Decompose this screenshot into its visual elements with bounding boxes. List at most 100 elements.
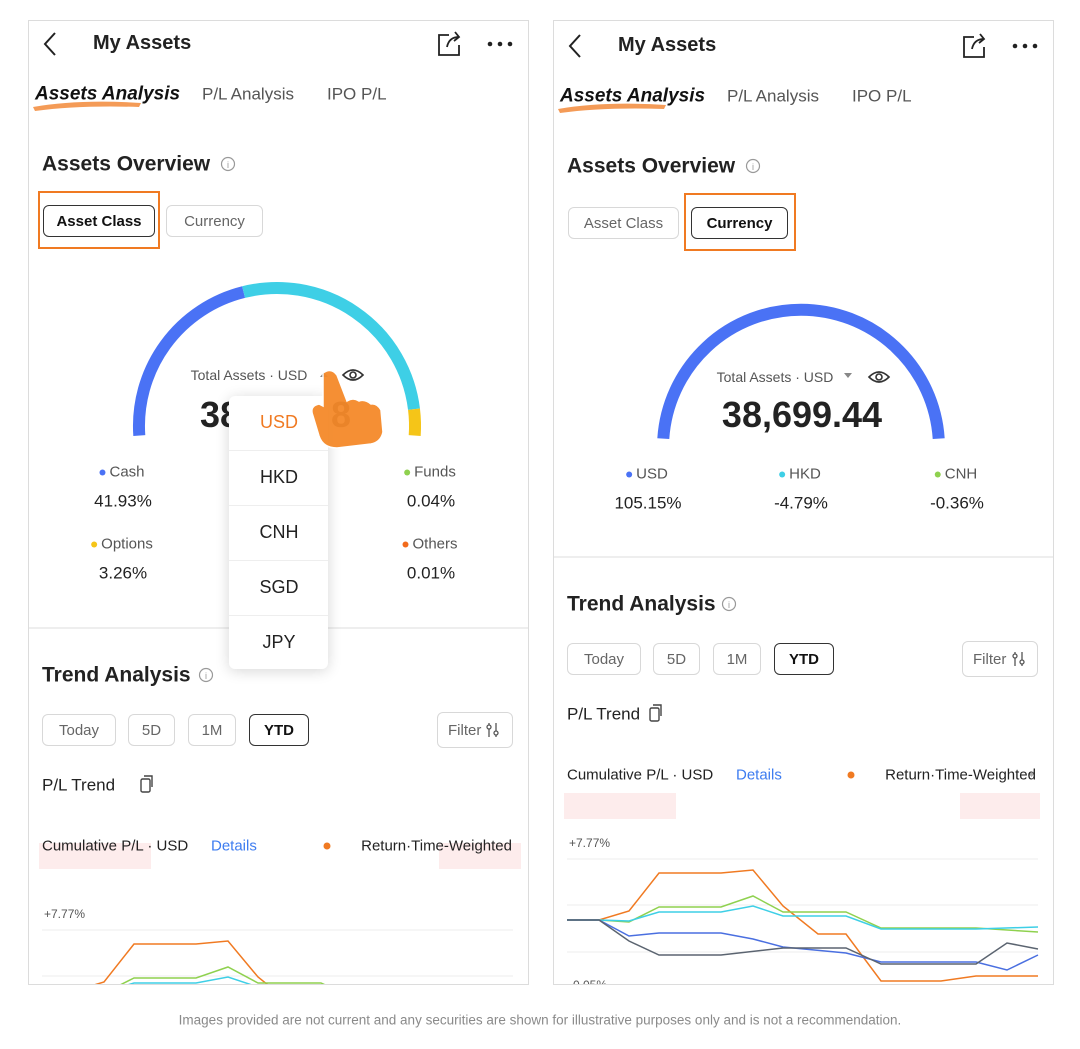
dropdown-option[interactable]: CNH: [259, 522, 299, 542]
axis-label: +7.77%: [44, 907, 86, 921]
legend-dot: [99, 469, 106, 475]
period-button[interactable]: 1M: [188, 714, 236, 746]
shapes: ii: [554, 33, 1053, 982]
legend-label: HKD: [779, 467, 821, 482]
period-button[interactable]: YTD: [774, 643, 834, 675]
section-title: Assets Overview: [567, 154, 736, 178]
trend-line: [567, 905, 1039, 930]
dropdown-caret[interactable]: [1028, 773, 1035, 777]
tab[interactable]: P/L Analysis: [202, 84, 294, 104]
legend-dot: [404, 469, 411, 475]
dropdown-caret[interactable]: [320, 372, 328, 377]
dropdown-option[interactable]: HKD: [259, 467, 299, 487]
legend-label: CNH: [934, 467, 977, 482]
toggle-button[interactable]: Asset Class: [43, 205, 155, 237]
blurred-value: [39, 843, 151, 869]
eye-icon[interactable]: [867, 371, 891, 383]
details-link[interactable]: Details: [736, 766, 782, 784]
toggle-button[interactable]: Asset Class: [568, 207, 679, 239]
period-button[interactable]: YTD: [249, 714, 309, 746]
total-label: Total Assets · USD: [716, 369, 834, 385]
dropdown-option[interactable]: USD: [259, 412, 299, 432]
copy-icon[interactable]: [140, 775, 153, 793]
share-icon[interactable]: [438, 31, 461, 56]
axis-label: -0.05%: [569, 978, 608, 985]
filter-button[interactable]: Filter: [437, 712, 513, 748]
trend-line: [128, 976, 252, 984]
share-icon[interactable]: [963, 33, 986, 58]
tab[interactable]: Assets Analysis: [35, 83, 181, 105]
blurred-value: [960, 793, 1040, 819]
svg-text:i: i: [728, 600, 730, 610]
svg-text:i: i: [205, 671, 207, 681]
trend-line: [567, 919, 1039, 965]
info-icon[interactable]: i: [721, 596, 737, 612]
total-label: Total Assets · USD: [190, 367, 308, 383]
phone-screen: i i My Assets Assets Analysis P/L Analysis IP…: [553, 20, 1054, 985]
period-button[interactable]: 5D: [653, 643, 700, 675]
tab[interactable]: Assets Analysis: [560, 85, 706, 107]
back-icon[interactable]: [568, 34, 581, 58]
period-button[interactable]: 5D: [128, 714, 175, 746]
toggle-button[interactable]: Currency: [166, 205, 263, 237]
screen-title: My Assets: [618, 34, 717, 56]
subsection-title: P/L Trend: [567, 704, 641, 724]
legend-dot: [402, 541, 409, 547]
legend-value: 41.93%: [94, 491, 152, 511]
eye-icon[interactable]: [341, 369, 365, 381]
period-button[interactable]: Today: [567, 643, 641, 675]
highlight-box: [38, 191, 160, 249]
trend-line: [567, 895, 1039, 933]
tab[interactable]: IPO P/L: [852, 86, 912, 106]
legend-value: 0.04%: [406, 491, 456, 511]
dropdown-caret[interactable]: [844, 373, 852, 378]
gauge-arc: [657, 303, 945, 440]
tab[interactable]: IPO P/L: [327, 84, 387, 104]
blurred-value: [439, 843, 521, 869]
metric-label: Cumulative P/L · USD: [42, 837, 189, 855]
copy-icon[interactable]: [649, 704, 662, 722]
details-link[interactable]: Details: [211, 837, 257, 855]
filter-icon[interactable]: [486, 723, 499, 737]
legend-value: 3.26%: [98, 563, 148, 583]
legend-value: -0.36%: [930, 493, 984, 513]
option-divider: [229, 615, 328, 616]
legend-dot: [91, 541, 98, 547]
info-icon[interactable]: i: [745, 158, 761, 174]
toggle-button[interactable]: Currency: [691, 207, 788, 239]
tab-underline: [558, 103, 666, 113]
info-icon[interactable]: i: [198, 667, 214, 683]
more-icon[interactable]: [487, 41, 513, 47]
filter-button[interactable]: Filter: [962, 641, 1038, 677]
legend-value: -4.79%: [774, 493, 828, 513]
option-divider: [229, 450, 328, 451]
svg-text:i: i: [752, 162, 754, 172]
section-title: Trend Analysis: [567, 592, 716, 616]
tab[interactable]: P/L Analysis: [727, 86, 819, 106]
highlight-box: [684, 193, 796, 251]
dropdown-option[interactable]: SGD: [259, 577, 299, 597]
legend-dot: [779, 471, 786, 477]
filter-icon[interactable]: [1012, 652, 1025, 666]
legend-label: Cash: [99, 465, 145, 480]
info-icon[interactable]: i: [220, 156, 236, 172]
trend-line: [120, 966, 325, 984]
option-divider: [229, 505, 328, 506]
screen-title: My Assets: [93, 32, 192, 54]
section-title: Assets Overview: [42, 152, 211, 176]
return-selector[interactable]: Return·Time-Weighted: [361, 837, 512, 855]
period-button[interactable]: 1M: [713, 643, 761, 675]
tab-underline: [33, 101, 141, 111]
more-icon[interactable]: [1012, 43, 1038, 49]
dropdown-option[interactable]: JPY: [262, 632, 296, 652]
trend-line: [94, 940, 268, 984]
return-selector[interactable]: Return·Time-Weighted: [885, 766, 1036, 784]
legend-label: Funds: [404, 465, 456, 480]
back-icon[interactable]: [43, 32, 56, 56]
currency-dropdown: USD HKD CNH SGD JPY: [229, 396, 328, 669]
svg-text:i: i: [227, 160, 229, 170]
subsection-title: P/L Trend: [42, 775, 116, 795]
period-button[interactable]: Today: [42, 714, 116, 746]
